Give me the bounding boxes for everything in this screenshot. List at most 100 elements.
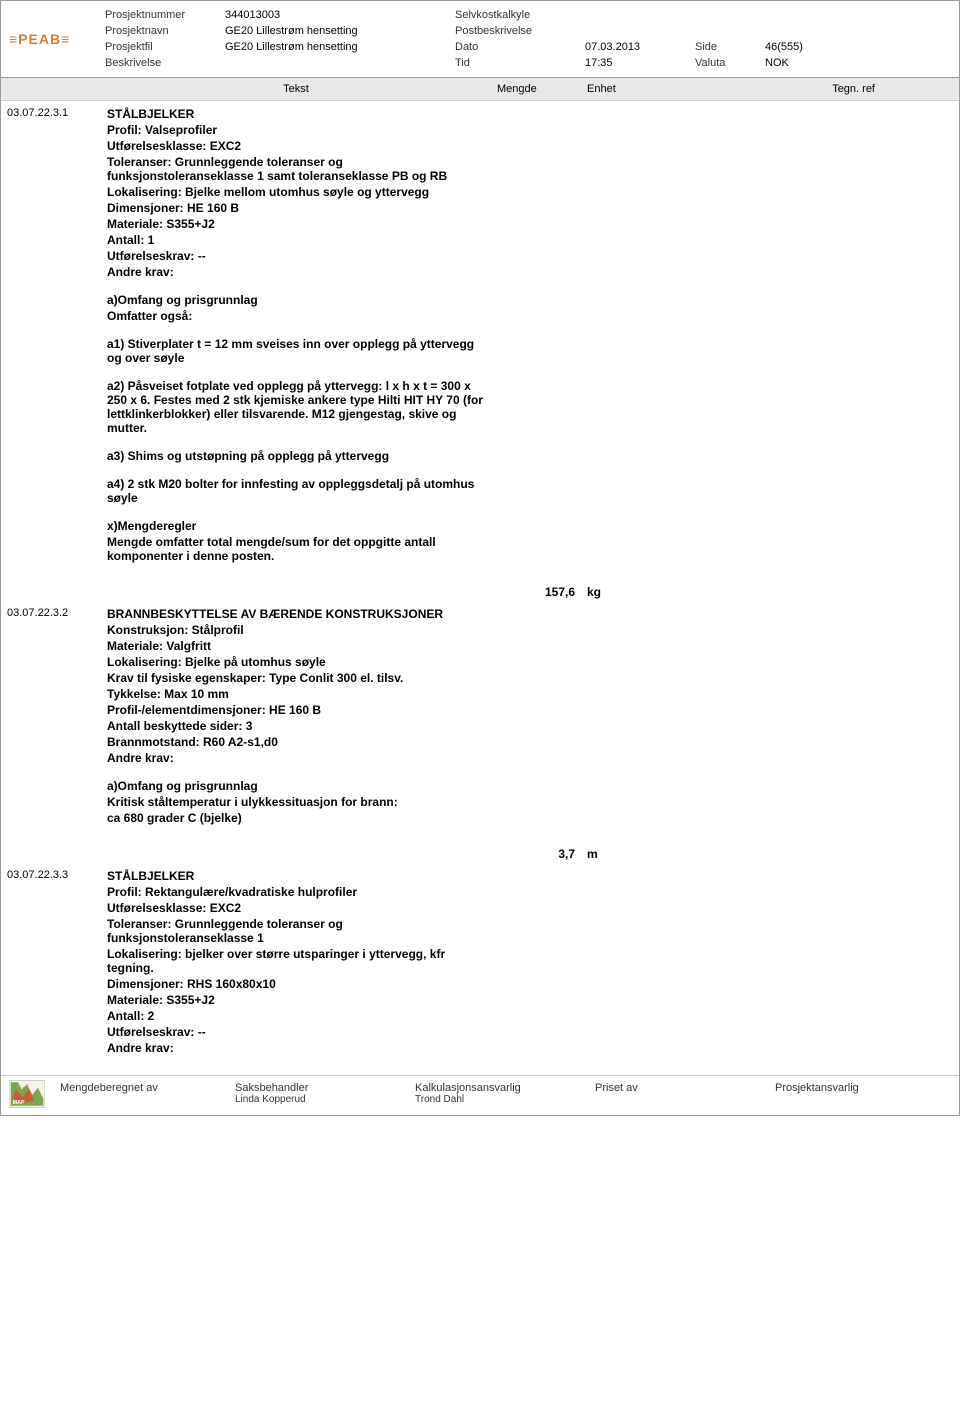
prosjektansvarlig-label: Prosjektansvarlig — [775, 1082, 937, 1094]
header-values-3: 46(555) NOK — [761, 5, 841, 73]
row-text-line: Utførelseskrav: -- — [107, 249, 485, 263]
side-value: 46(555) — [765, 39, 837, 55]
mengde-line: 157,6kg — [1, 583, 959, 601]
col-tekst: Tekst — [101, 81, 491, 97]
row-text-line: Utførelsesklasse: EXC2 — [107, 901, 485, 915]
row-text-line: Dimensjoner: HE 160 B — [107, 201, 485, 215]
row-text-line: Profil-/elementdimensjoner: HE 160 B — [107, 703, 485, 717]
col-enhet: Enhet — [581, 81, 681, 97]
footer-saksbehandler: Saksbehandler Linda Kopperud — [231, 1080, 411, 1107]
priset-label: Priset av — [595, 1082, 767, 1094]
row-text-line: ca 680 grader C (bjelke) — [107, 811, 485, 825]
row-mengde — [491, 869, 581, 1069]
col-tegn: Tegn. ref — [681, 81, 881, 97]
row-section: a)Omfang og prisgrunnlagKritisk ståltemp… — [107, 779, 485, 825]
row-text-line: Mengde omfatter total mengde/sum for det… — [107, 535, 485, 563]
row-text-line: Lokalisering: Bjelke på utomhus søyle — [107, 655, 485, 669]
row-text-line: a)Omfang og prisgrunnlag — [107, 293, 485, 307]
row-section: a2) Påsveiset fotplate ved opplegg på yt… — [107, 379, 485, 435]
prosjektnummer-label: Prosjektnummer — [105, 7, 217, 23]
prosjektnavn-value: GE20 Lillestrøm hensetting — [225, 23, 447, 39]
table-row: 03.07.22.3.3 STÅLBJELKER Profil: Rektangul… — [1, 863, 959, 1075]
enhet-value: m — [581, 847, 681, 861]
enhet-value: kg — [581, 585, 681, 599]
row-text-line: a4) 2 stk M20 bolter for innfesting av o… — [107, 477, 485, 505]
row-text-line: Lokalisering: bjelker over større utspar… — [107, 947, 485, 975]
header-labels-2: Selvkostkalkyle Postbeskrivelse Dato Tid — [451, 5, 581, 73]
mengde-value: 3,7 — [491, 847, 581, 861]
mengde-value: 157,6 — [491, 585, 581, 599]
row-section: Profil: Valseprofiler Utførelsesklasse: E… — [107, 123, 485, 279]
footer-mengdeberegnet: Mengdeberegnet av — [56, 1080, 231, 1096]
row-text-line: Brannmotstand: R60 A2-s1,d0 — [107, 735, 485, 749]
row-id: 03.07.22.3.3 — [1, 869, 101, 1069]
kalkulasjons-label: Kalkulasjonsansvarlig — [415, 1082, 587, 1094]
valuta-label: Valuta — [695, 55, 757, 71]
row-title: BRANNBESKYTTELSE AV BÆRENDE KONSTRUKSJON… — [107, 607, 485, 621]
prosjektfil-label: Prosjektfil — [105, 39, 217, 55]
row-title: STÅLBJELKER — [107, 869, 485, 883]
column-headers: Tekst Mengde Enhet Tegn. ref — [1, 78, 959, 101]
row-text-line: Omfatter også: — [107, 309, 485, 323]
row-text-line: Utførelsesklasse: EXC2 — [107, 139, 485, 153]
valuta-value: NOK — [765, 55, 837, 71]
peab-logo: PEAB — [9, 31, 70, 47]
row-section: a1) Stiverplater t = 12 mm sveises inn o… — [107, 337, 485, 365]
svg-text:MAP: MAP — [13, 1100, 25, 1106]
row-text-line: Dimensjoner: RHS 160x80x10 — [107, 977, 485, 991]
prosjektfil-value: GE20 Lillestrøm hensetting — [225, 39, 447, 55]
row-text-line: Krav til fysiske egenskaper: Type Conlit… — [107, 671, 485, 685]
header-values-2: 07.03.2013 17:35 — [581, 5, 691, 73]
row-section: a4) 2 stk M20 bolter for innfesting av o… — [107, 477, 485, 505]
side-label: Side — [695, 39, 757, 55]
row-section: x)MengdereglerMengde omfatter total meng… — [107, 519, 485, 563]
row-mengde — [491, 607, 581, 839]
row-text-line: Andre krav: — [107, 265, 485, 279]
row-enhet — [581, 869, 681, 1069]
row-section: Profil: Rektangulære/kvadratiske hulprof… — [107, 885, 485, 1055]
postbeskrivelse-label: Postbeskrivelse — [455, 23, 577, 39]
dato-label: Dato — [455, 39, 577, 55]
row-section: a)Omfang og prisgrunnlag Omfatter også: — [107, 293, 485, 323]
header-labels-3: Side Valuta — [691, 5, 761, 73]
row-text-line: Toleranser: Grunnleggende toleranser og … — [107, 155, 485, 183]
prosjektnavn-label: Prosjektnavn — [105, 23, 217, 39]
row-text-line: a2) Påsveiset fotplate ved opplegg på yt… — [107, 379, 485, 435]
footer-priset: Priset av — [591, 1080, 771, 1096]
body-rows: 03.07.22.3.1STÅLBJELKERProfil: Valseprof… — [1, 101, 959, 1075]
row-id: 03.07.22.3.2 — [1, 607, 101, 839]
tid-value: 17:35 — [585, 55, 687, 71]
row-enhet — [581, 607, 681, 839]
header-values-1: 344013003 GE20 Lillestrøm hensetting GE2… — [221, 5, 451, 73]
row-mengde — [491, 107, 581, 577]
row-text-line: Kritisk ståltemperatur i ulykkessituasjo… — [107, 795, 485, 809]
kalkulasjons-value: Trond Dahl — [415, 1094, 587, 1105]
row-text-line: Toleranser: Grunnleggende toleranser og … — [107, 917, 485, 945]
row-text-line: Konstruksjon: Stålprofil — [107, 623, 485, 637]
row-text-line: Andre krav: — [107, 751, 485, 765]
mengde-line: 3,7m — [1, 845, 959, 863]
row-text-line: a3) Shims og utstøpning på opplegg på yt… — [107, 449, 485, 463]
row-text-line: Utførelseskrav: -- — [107, 1025, 485, 1039]
row-text-line: a1) Stiverplater t = 12 mm sveises inn o… — [107, 337, 485, 365]
beskrivelse-label: Beskrivelse — [105, 55, 217, 71]
row-text-line: Lokalisering: Bjelke mellom utomhus søyl… — [107, 185, 485, 199]
selvkost-label: Selvkostkalkyle — [455, 7, 577, 23]
row-text: STÅLBJELKER Profil: Rektangulære/kvadrati… — [101, 869, 491, 1069]
footer: MAP Mengdeberegnet av Saksbehandler Lind… — [1, 1075, 959, 1115]
saksbehandler-label: Saksbehandler — [235, 1082, 407, 1094]
row-text-line: Materiale: Valgfritt — [107, 639, 485, 653]
row-section: Konstruksjon: Stålprofil Materiale: Valgf… — [107, 623, 485, 765]
logo-cell: PEAB — [1, 5, 101, 73]
saksbehandler-value: Linda Kopperud — [235, 1094, 407, 1105]
row-title: STÅLBJELKER — [107, 107, 485, 121]
row-enhet — [581, 107, 681, 577]
prosjektnummer-value: 344013003 — [225, 7, 447, 23]
row-text-line: Andre krav: — [107, 1041, 485, 1055]
row-text-line: Materiale: S355+J2 — [107, 217, 485, 231]
row-text-line: Antall: 1 — [107, 233, 485, 247]
footer-icon: MAP — [1, 1080, 56, 1111]
row-text-line: Profil: Valseprofiler — [107, 123, 485, 137]
row-text-line: Tykkelse: Max 10 mm — [107, 687, 485, 701]
footer-prosjektansvarlig: Prosjektansvarlig — [771, 1080, 941, 1096]
